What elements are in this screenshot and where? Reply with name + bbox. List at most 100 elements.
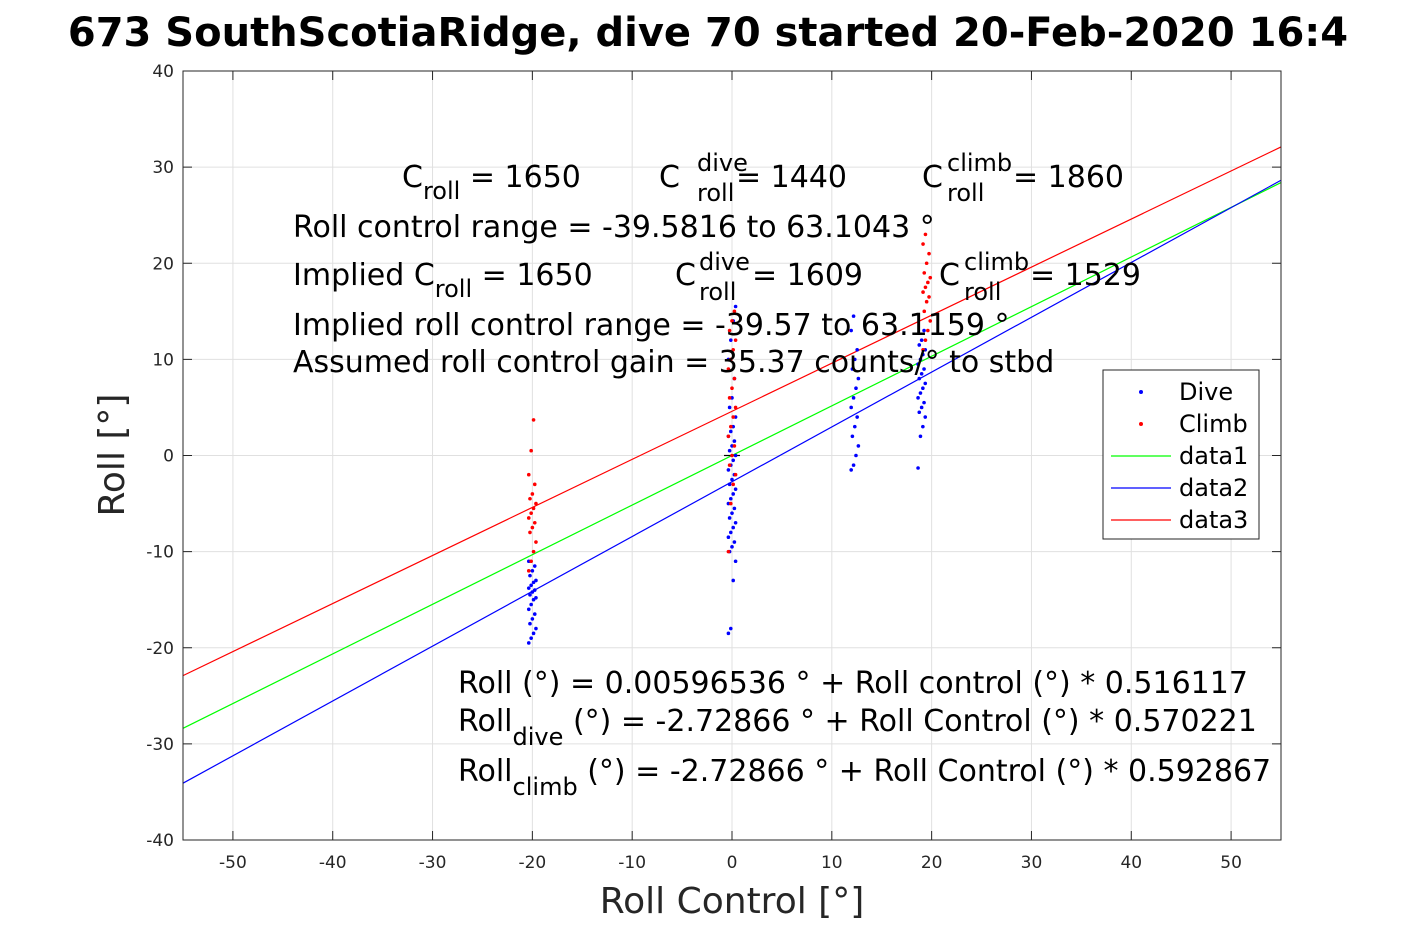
point-dive [856, 444, 861, 448]
point-climb [727, 396, 732, 400]
point-dive [530, 590, 535, 594]
point-dive [921, 352, 925, 357]
x-axis-label: Roll Control [°] [600, 881, 865, 922]
y-tick-label: -40 [146, 831, 174, 851]
point-dive [531, 580, 536, 585]
annotation-croll-climb-sub: roll [947, 179, 984, 207]
point-climb [534, 540, 538, 544]
point-dive [726, 631, 731, 636]
point-dive [529, 602, 533, 607]
point-dive [849, 328, 853, 333]
annotation-implied-croll-climb-sub: roll [964, 278, 1001, 306]
point-climb [928, 319, 933, 323]
plot-frame [182, 70, 1282, 841]
point-dive [731, 458, 735, 463]
point-dive [729, 496, 733, 501]
point-dive [733, 453, 738, 458]
point-climb [923, 285, 928, 290]
point-climb [532, 482, 537, 487]
point-dive [727, 405, 732, 410]
point-dive [733, 304, 738, 309]
point-dive [532, 564, 537, 568]
legend-marker-dive [1139, 390, 1143, 394]
annotation-fit-all: Roll (°) = 0.00596536 ° + Roll control (… [458, 666, 1248, 701]
point-dive [730, 477, 734, 482]
x-tick-label: 0 [727, 853, 738, 873]
annotation-roll-control-range: Roll control range = -39.5816 to 63.1043… [293, 210, 935, 245]
point-climb [531, 549, 536, 554]
point-climb [726, 367, 731, 371]
legend-label-data1: data1 [1179, 442, 1248, 470]
point-dive [850, 434, 855, 439]
point-dive [923, 415, 928, 419]
point-climb [730, 386, 734, 391]
point-dive [727, 516, 732, 520]
point-climb [921, 347, 925, 352]
annotations: Croll = 1650 C dive roll = 1440 C climb … [293, 149, 1271, 801]
point-dive [733, 559, 738, 564]
series-line-data2 [182, 179, 1282, 784]
annotation-implied-croll-dive-sup: dive [699, 248, 750, 276]
point-climb [526, 472, 531, 477]
point-dive [727, 482, 732, 487]
annotation-croll-dive-sup: dive [697, 149, 748, 177]
point-dive [531, 597, 536, 602]
point-climb [732, 309, 737, 314]
point-climb [531, 506, 536, 511]
point-climb [733, 472, 738, 477]
annotation-fit-dive: Rolldive (°) = -2.72866 ° + Roll Control… [458, 704, 1257, 751]
point-climb [921, 290, 925, 294]
point-climb [730, 319, 734, 323]
point-dive [919, 371, 924, 376]
point-dive [849, 468, 853, 472]
annotation-implied-range: Implied roll control range = -39.57 to 6… [293, 308, 1010, 343]
point-climb [926, 328, 930, 333]
point-climb [922, 271, 927, 275]
point-dive [916, 466, 920, 470]
point-dive [851, 314, 856, 318]
point-dive [532, 588, 537, 592]
point-dive [854, 453, 858, 458]
point-dive [526, 607, 531, 612]
annotation-implied-croll-dive-sub: roll [699, 278, 736, 306]
legend-label-data2: data2 [1179, 474, 1248, 502]
point-dive [529, 583, 533, 588]
point-climb [530, 492, 535, 496]
x-tick-label: -50 [219, 853, 247, 873]
point-dive [855, 347, 859, 352]
point-dive [919, 405, 924, 410]
point-dive [852, 424, 857, 429]
annotation-implied-croll-dive-value: = 1609 [752, 258, 863, 293]
legend-marker-climb [1139, 422, 1143, 426]
point-dive [528, 573, 532, 578]
legend: Dive Climb data1 data2 data3 [1102, 369, 1260, 540]
legend-items: Dive Climb data1 data2 data3 [1111, 378, 1248, 534]
point-climb [733, 338, 738, 342]
point-dive [918, 391, 923, 395]
annotation-croll-climb-value: = 1860 [1013, 160, 1124, 195]
point-climb [926, 280, 930, 285]
point-dive [918, 357, 923, 362]
point-dive [528, 621, 532, 626]
point-climb [729, 357, 733, 362]
point-climb [924, 261, 929, 266]
y-tick-label: 30 [152, 158, 174, 178]
point-dive [850, 367, 855, 371]
point-dive [732, 540, 737, 544]
point-climb [529, 559, 533, 564]
x-tick-label: -10 [618, 853, 646, 873]
point-climb [526, 516, 531, 520]
x-tick-label: 50 [1220, 853, 1242, 873]
point-dive [916, 362, 920, 366]
y-tick-label: 20 [152, 254, 174, 274]
point-dive [731, 525, 735, 530]
point-dive [921, 386, 925, 391]
x-tick-label: 20 [921, 853, 943, 873]
point-dive [532, 612, 537, 616]
point-climb [729, 424, 733, 429]
annotation-implied-croll-dive: C [675, 258, 696, 293]
point-dive [726, 535, 731, 540]
x-tick-label: 10 [821, 853, 843, 873]
point-dive [851, 463, 856, 467]
annotation-fit-climb: Rollclimb (°) = -2.72866 ° + Roll Contro… [458, 754, 1271, 801]
